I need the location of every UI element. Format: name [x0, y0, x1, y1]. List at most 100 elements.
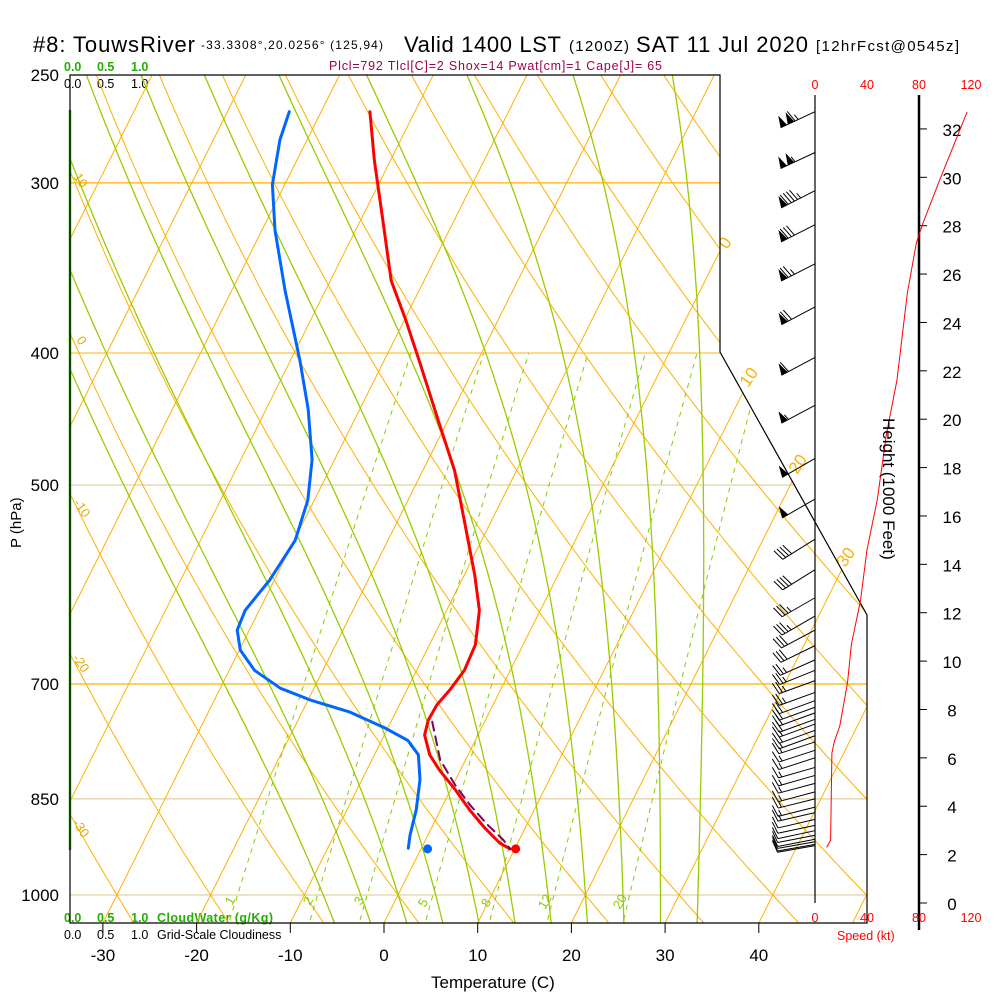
cloudwater-label: CloudWater (g/Kg) — [157, 911, 273, 925]
mixing-ratio-label: 12 — [535, 891, 555, 911]
wind-barb — [771, 741, 816, 755]
wind-barb — [771, 729, 816, 744]
barb-half-feather — [781, 697, 787, 704]
barb-feather — [775, 681, 783, 693]
sounding-indices: Plcl=792 Tlcl[C]=2 Shox=14 Pwat[cm]=1 Ca… — [329, 59, 662, 73]
height-tick-label: 2 — [947, 847, 956, 866]
isotherm-line — [70, 75, 446, 923]
barb-feather — [786, 111, 796, 122]
mixing-ratio-label: 3 — [351, 894, 368, 908]
barb-feather — [771, 805, 779, 817]
moist-adiabat-line — [455, 75, 625, 923]
barb-feather — [779, 194, 789, 205]
wind-barb — [771, 805, 816, 817]
dry-adiabat-label: -20 — [70, 651, 93, 675]
dry-adiabat-label: 10 — [71, 170, 92, 190]
cloudiness-tick: 0.0 — [64, 77, 81, 91]
barb-feather — [771, 790, 779, 802]
barb-staff — [780, 659, 816, 676]
barb-feather — [782, 193, 792, 204]
speed-tick-label: 40 — [860, 911, 874, 925]
barb-feather — [771, 742, 780, 754]
barb-feather — [786, 191, 795, 202]
cloudwater-tick: 0.0 — [64, 60, 81, 74]
pressure-axis-title: P (hPa) — [8, 497, 25, 548]
wind-barb — [773, 538, 816, 560]
temperature-tick-label: 40 — [749, 946, 768, 965]
wind-barb — [778, 224, 816, 243]
wind-barb — [778, 498, 816, 519]
barb-staff — [777, 818, 816, 829]
barb-feather — [771, 816, 779, 829]
height-tick-label: 22 — [943, 363, 962, 382]
mixing-ratio-label: 1 — [222, 894, 239, 908]
barb-feather — [775, 672, 784, 684]
barb-staff — [779, 718, 816, 733]
cloud-scale: 0.0 0.5 1.0 0.0 0.5 1.0 0.0 0.5 1.0 Clou… — [64, 60, 281, 942]
isotherm-labels: 0 10 20 30 — [715, 234, 859, 571]
barb-feather — [779, 604, 789, 614]
barb-feather — [779, 546, 790, 557]
sounding-series — [235, 110, 521, 854]
barb-feather — [773, 625, 783, 636]
wind-barb — [772, 840, 816, 853]
barb-staff — [777, 845, 816, 853]
cloudwater-tick: 1.0 — [131, 60, 148, 74]
wind-barb — [778, 306, 816, 326]
mixing-ratio-line — [356, 352, 530, 923]
mixing-ratio-line — [621, 352, 766, 923]
wind-barb — [771, 827, 816, 840]
temperature-line — [368, 110, 512, 851]
barb-feather — [771, 796, 779, 809]
wind-panel — [771, 111, 968, 853]
isotherm-line — [99, 75, 540, 923]
barb-feather — [771, 766, 779, 779]
temperature-tick-label: 0 — [379, 946, 388, 965]
moist-adiabat-line — [76, 75, 446, 923]
wind-barb — [771, 718, 816, 733]
barb-pennant — [778, 195, 788, 208]
dry-adiabat-line — [70, 75, 234, 923]
barb-feather — [775, 693, 783, 705]
temperature-tick-label: 20 — [562, 946, 581, 965]
barb-feather — [771, 827, 779, 839]
barb-feather — [782, 309, 792, 320]
isotherm-line — [70, 75, 353, 923]
cloudiness-tick: 1.0 — [131, 928, 148, 942]
surface-temperature-point — [511, 844, 521, 854]
speed-axis-title: Speed (kt) — [837, 929, 895, 943]
barb-staff — [777, 834, 816, 844]
wind-barb — [773, 597, 816, 618]
barb-staff — [781, 615, 816, 636]
cloudiness-tick: 0.0 — [64, 928, 81, 942]
surface-dewpoint-point — [423, 844, 433, 854]
wind-barb — [778, 189, 816, 209]
wind-barb — [772, 669, 816, 686]
wind-barb — [773, 569, 816, 591]
barb-staff — [781, 498, 816, 519]
barb-half-feather — [778, 779, 783, 786]
wind-barb — [772, 629, 816, 649]
height-tick-label: 18 — [943, 460, 962, 479]
barb-feather — [771, 694, 780, 706]
barb-staff — [781, 404, 816, 424]
wind-barb — [772, 835, 816, 847]
speed-tick-label: 40 — [860, 78, 874, 92]
wind-barb — [771, 774, 816, 787]
wind-barb — [771, 816, 816, 829]
dry-adiabat-line — [335, 75, 867, 923]
barb-feather — [775, 650, 785, 662]
height-tick-label: 26 — [943, 266, 962, 285]
barb-feather — [786, 225, 795, 236]
barb-feather — [772, 836, 779, 849]
height-tick-label: 12 — [943, 605, 962, 624]
wind-barb — [778, 111, 816, 129]
parcel-line — [431, 720, 512, 850]
speed-tick-label: 120 — [961, 78, 982, 92]
barb-staff — [779, 680, 816, 695]
barb-half-feather — [786, 624, 792, 631]
temperature-tick-label: -10 — [278, 946, 303, 965]
moist-adiabat-line — [354, 75, 589, 923]
wind-barb — [778, 263, 816, 282]
barb-half-feather — [778, 755, 783, 762]
